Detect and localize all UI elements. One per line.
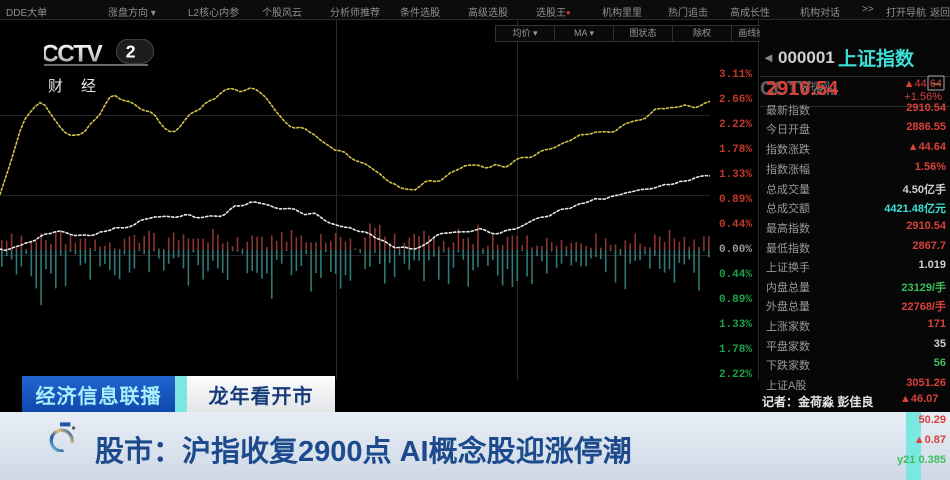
svg-text:2: 2 (126, 42, 136, 62)
svg-text:CCTV: CCTV (44, 40, 103, 67)
